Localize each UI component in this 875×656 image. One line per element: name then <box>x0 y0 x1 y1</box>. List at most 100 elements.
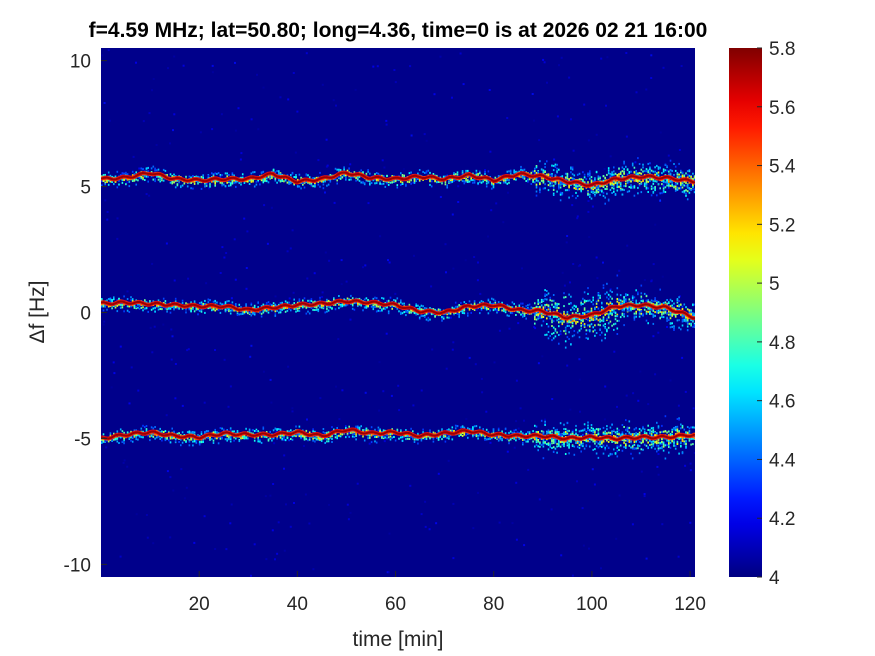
noise-speckle <box>378 361 381 364</box>
trace-pixel <box>243 311 246 314</box>
trace-pixel <box>619 294 622 297</box>
trace-pixel <box>461 310 464 313</box>
trace-pixel <box>418 179 421 182</box>
noise-speckle <box>569 330 572 333</box>
trace-pixel <box>111 307 113 310</box>
noise-speckle <box>603 418 606 421</box>
trace-pixel <box>523 175 526 178</box>
noise-speckle <box>473 256 476 258</box>
trace-pixel <box>589 172 591 175</box>
trace-pixel <box>339 174 342 177</box>
noise-speckle <box>550 508 553 511</box>
trace-pixel <box>176 183 179 186</box>
noise-speckle <box>277 521 280 524</box>
trace-pixel <box>549 299 551 302</box>
trace-pixel <box>482 306 484 309</box>
trace-pixel <box>144 307 146 310</box>
trace-pixel <box>595 302 598 305</box>
trace-pixel <box>116 310 119 313</box>
noise-speckle <box>678 295 681 298</box>
trace-pixel <box>631 179 634 182</box>
trace-pixel <box>260 171 263 174</box>
trace-pixel <box>597 314 600 317</box>
trace-pixel <box>467 169 469 172</box>
trace-pixel <box>623 297 625 300</box>
trace-pixel <box>626 181 629 184</box>
trace-pixel <box>551 299 553 302</box>
trace-pixel <box>652 308 655 311</box>
noise-speckle <box>262 370 265 373</box>
trace-pixel <box>611 313 613 316</box>
trace-pixel <box>439 176 442 179</box>
noise-speckle <box>561 271 564 274</box>
trace-pixel <box>441 317 443 320</box>
trace-pixel <box>104 305 106 308</box>
trace-pixel <box>666 179 668 181</box>
trace-pixel <box>317 183 320 186</box>
trace-pixel <box>637 157 639 160</box>
trace-pixel <box>479 312 481 315</box>
trace-pixel <box>427 319 430 322</box>
noise-speckle <box>449 316 452 319</box>
trace-pixel <box>444 181 447 184</box>
trace-pixel <box>528 308 531 311</box>
trace-pixel <box>556 304 558 307</box>
trace-pixel <box>662 180 665 183</box>
trace-pixel <box>341 303 344 306</box>
noise-speckle <box>250 118 253 121</box>
trace-pixel <box>131 180 134 182</box>
trace-pixel <box>470 178 472 181</box>
noise-speckle <box>437 472 440 475</box>
trace-pixel <box>599 193 601 196</box>
trace-pixel <box>157 305 160 308</box>
trace-pixel <box>594 178 596 181</box>
trace-pixel <box>546 317 548 320</box>
trace-pixel <box>290 182 292 185</box>
noise-speckle <box>398 409 401 412</box>
trace-pixel <box>528 178 531 181</box>
trace-pixel <box>259 183 261 186</box>
trace-pixel <box>489 309 491 312</box>
trace-pixel <box>403 174 405 177</box>
trace-pixel <box>583 308 586 311</box>
trace-pixel <box>568 186 570 189</box>
trace-pixel <box>315 176 318 179</box>
trace-pixel <box>578 336 581 339</box>
trace-pixel <box>224 301 227 304</box>
trace-pixel <box>216 180 218 183</box>
trace-pixel <box>650 312 653 315</box>
trace-pixel <box>333 298 335 301</box>
trace-pixel <box>114 175 117 178</box>
trace-pixel <box>386 174 388 177</box>
trace-pixel <box>441 316 443 318</box>
trace-pixel <box>637 172 639 175</box>
trace-pixel <box>458 304 460 307</box>
trace-pixel <box>671 181 673 184</box>
noise-speckle <box>104 199 107 202</box>
trace-pixel <box>274 176 277 179</box>
trace-pixel <box>601 319 603 322</box>
trace-pixel <box>613 308 615 311</box>
trace-pixel <box>181 184 184 187</box>
trace-pixel <box>618 301 620 304</box>
trace-pixel <box>630 184 632 187</box>
trace-pixel <box>662 184 665 187</box>
trace-pixel <box>561 193 564 196</box>
noise-speckle <box>394 292 397 295</box>
noise-speckle <box>665 442 668 445</box>
trace-pixel <box>575 188 577 190</box>
trace-pixel <box>391 181 393 184</box>
trace-pixel <box>200 310 203 313</box>
trace-pixel <box>619 171 622 174</box>
trace-pixel <box>669 180 672 183</box>
trace-pixel <box>425 313 428 316</box>
trace-pixel <box>650 308 653 311</box>
trace-pixel <box>573 187 576 190</box>
trace-pixel <box>327 178 330 181</box>
trace-pixel <box>614 182 617 185</box>
trace-pixel <box>674 165 677 168</box>
trace-pixel <box>284 179 287 182</box>
trace-pixel <box>542 320 545 323</box>
noise-speckle <box>286 250 289 253</box>
